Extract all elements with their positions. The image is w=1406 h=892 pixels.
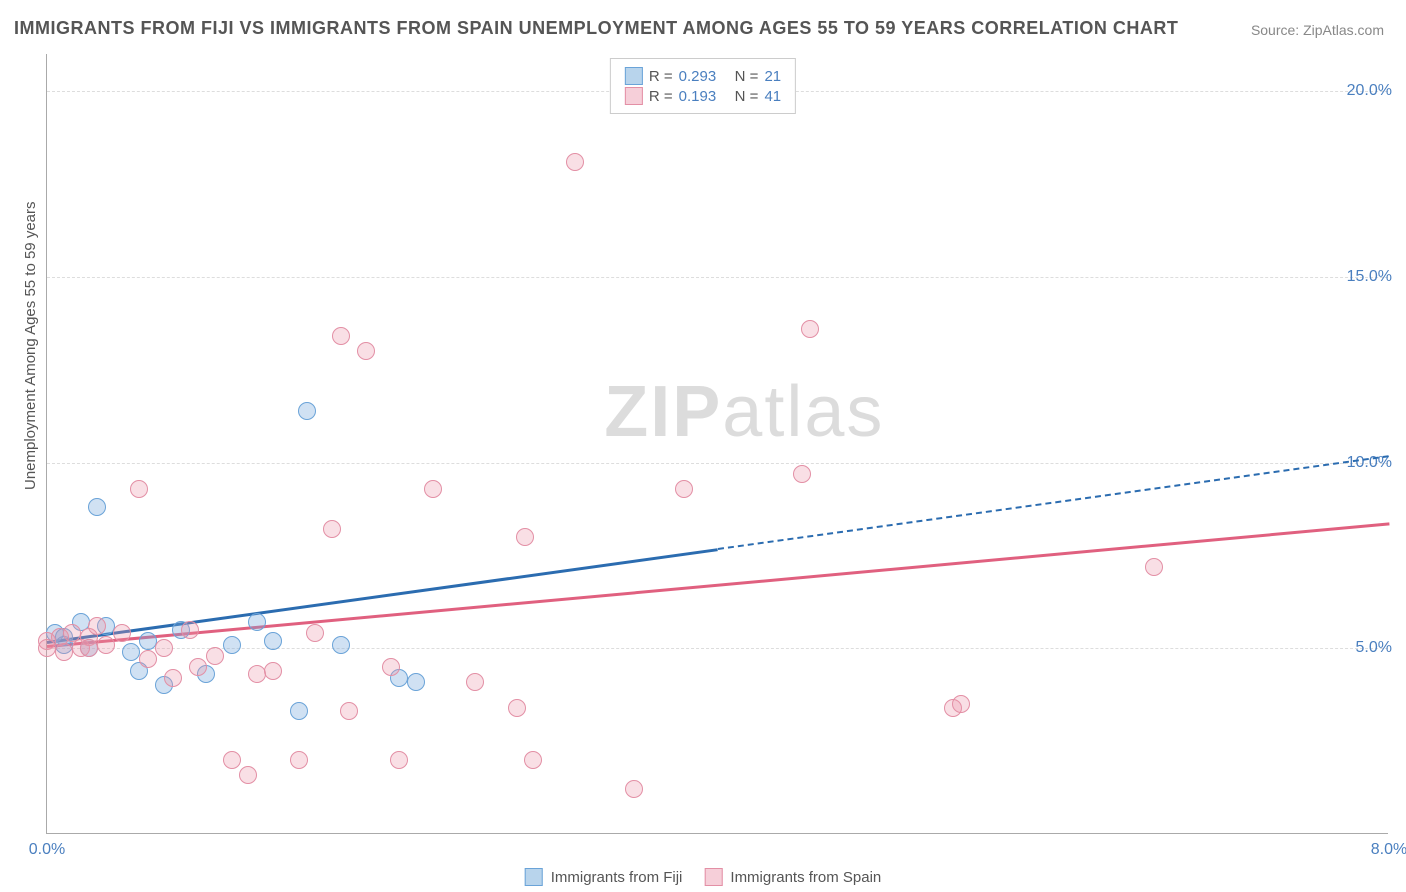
- scatter-point: [675, 480, 693, 498]
- scatter-point: [248, 665, 266, 683]
- chart-title: IMMIGRANTS FROM FIJI VS IMMIGRANTS FROM …: [14, 18, 1178, 39]
- scatter-point: [952, 695, 970, 713]
- scatter-point: [508, 699, 526, 717]
- n-label: N =: [722, 88, 758, 105]
- legend-swatch: [625, 67, 643, 85]
- legend-label: Immigrants from Fiji: [551, 869, 683, 886]
- scatter-point: [264, 662, 282, 680]
- scatter-point: [390, 751, 408, 769]
- x-tick-label: 0.0%: [29, 841, 65, 859]
- watermark-bold: ZIP: [604, 372, 722, 452]
- y-axis-label: Unemployment Among Ages 55 to 59 years: [22, 201, 39, 490]
- legend-swatch: [704, 868, 722, 886]
- scatter-point: [298, 402, 316, 420]
- scatter-point: [801, 320, 819, 338]
- legend-item: Immigrants from Fiji: [525, 868, 683, 886]
- scatter-point: [382, 658, 400, 676]
- scatter-point: [524, 751, 542, 769]
- scatter-point: [290, 751, 308, 769]
- r-value: 0.293: [679, 68, 717, 85]
- scatter-point: [323, 520, 341, 538]
- trend-extension: [718, 455, 1389, 550]
- scatter-point: [407, 673, 425, 691]
- scatter-point: [122, 643, 140, 661]
- correlation-legend: R = 0.293 N = 21R = 0.193 N = 41: [610, 58, 796, 114]
- scatter-point: [332, 636, 350, 654]
- scatter-point: [164, 669, 182, 687]
- scatter-point: [189, 658, 207, 676]
- legend-label: Immigrants from Spain: [730, 869, 881, 886]
- scatter-point: [139, 650, 157, 668]
- scatter-point: [223, 636, 241, 654]
- scatter-point: [181, 621, 199, 639]
- scatter-point: [55, 643, 73, 661]
- scatter-point: [130, 480, 148, 498]
- scatter-point: [357, 342, 375, 360]
- scatter-point: [516, 528, 534, 546]
- n-label: N =: [722, 68, 758, 85]
- scatter-point: [424, 480, 442, 498]
- r-label: R =: [649, 88, 673, 105]
- scatter-point: [332, 327, 350, 345]
- scatter-point: [113, 624, 131, 642]
- gridline: [47, 463, 1388, 464]
- trend-line: [47, 548, 718, 644]
- scatter-point: [223, 751, 241, 769]
- trend-line: [47, 522, 1389, 648]
- source-label: Source: ZipAtlas.com: [1251, 22, 1384, 38]
- scatter-point: [97, 636, 115, 654]
- watermark: ZIPatlas: [604, 371, 884, 453]
- scatter-point: [88, 498, 106, 516]
- scatter-point: [625, 780, 643, 798]
- scatter-point: [206, 647, 224, 665]
- scatter-point: [566, 153, 584, 171]
- y-tick-label: 20.0%: [1347, 82, 1392, 100]
- legend-item: Immigrants from Spain: [704, 868, 881, 886]
- legend-row: R = 0.293 N = 21: [625, 67, 781, 85]
- scatter-point: [80, 639, 98, 657]
- y-tick-label: 15.0%: [1347, 268, 1392, 286]
- plot-area: ZIPatlas 5.0%10.0%15.0%20.0%0.0%8.0%: [46, 54, 1388, 834]
- scatter-point: [139, 632, 157, 650]
- n-value: 21: [764, 68, 781, 85]
- r-value: 0.193: [679, 88, 717, 105]
- scatter-point: [466, 673, 484, 691]
- scatter-point: [340, 702, 358, 720]
- scatter-point: [264, 632, 282, 650]
- scatter-point: [793, 465, 811, 483]
- y-tick-label: 5.0%: [1356, 639, 1392, 657]
- legend-swatch: [525, 868, 543, 886]
- r-label: R =: [649, 68, 673, 85]
- scatter-point: [306, 624, 324, 642]
- watermark-light: atlas: [722, 372, 884, 452]
- legend-swatch: [625, 87, 643, 105]
- scatter-point: [88, 617, 106, 635]
- scatter-point: [248, 613, 266, 631]
- scatter-point: [1145, 558, 1163, 576]
- gridline: [47, 648, 1388, 649]
- gridline: [47, 277, 1388, 278]
- n-value: 41: [764, 88, 781, 105]
- scatter-point: [155, 639, 173, 657]
- legend-row: R = 0.193 N = 41: [625, 87, 781, 105]
- series-legend: Immigrants from Fiji Immigrants from Spai…: [525, 868, 882, 886]
- scatter-point: [239, 766, 257, 784]
- chart-container: IMMIGRANTS FROM FIJI VS IMMIGRANTS FROM …: [0, 0, 1406, 892]
- x-tick-label: 8.0%: [1371, 841, 1406, 859]
- scatter-point: [290, 702, 308, 720]
